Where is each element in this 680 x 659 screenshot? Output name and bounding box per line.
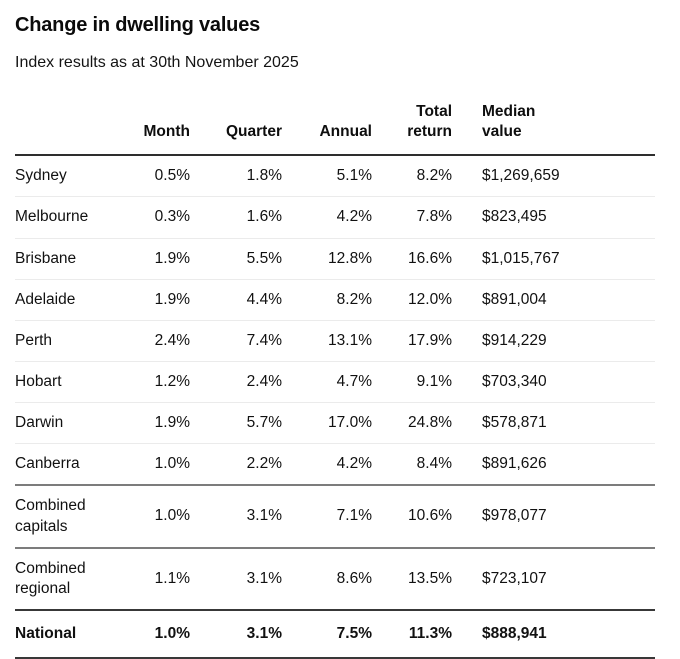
cell-median-value: $723,107 (482, 569, 547, 587)
column-header-label: Annual (319, 123, 372, 141)
cell-quarter: 1.8% (246, 167, 282, 185)
cell-total-return: 8.2% (416, 167, 452, 185)
cell-quarter: 3.1% (246, 569, 282, 587)
dwelling-values-table: Month Quarter Annual Total return Median val… (15, 102, 655, 659)
page-title: Change in dwelling values (15, 14, 261, 36)
column-header-label: Month (143, 123, 190, 141)
table-row-adelaide: Adelaide 1.9% 4.4% 8.2% 12.0% $891,004 (15, 279, 655, 321)
dwelling-values-page: Change in dwelling values Index results … (15, 14, 655, 659)
column-header-region (15, 102, 125, 155)
cell-quarter: 3.1% (246, 507, 282, 525)
table-row-national: National 1.0% 3.1% 7.5% 11.3% $888,941 (15, 610, 655, 659)
cell-total-return: 9.1% (416, 372, 452, 390)
cell-month: 1.9% (154, 249, 190, 267)
column-header-label: Quarter (226, 123, 282, 141)
table-row-sydney: Sydney 0.5% 1.8% 5.1% 8.2% $1,269,659 (15, 155, 655, 197)
cell-annual: 4.7% (336, 372, 372, 390)
cell-month: 1.1% (154, 569, 190, 587)
cell-annual: 8.2% (336, 290, 372, 308)
table-row-darwin: Darwin 1.9% 5.7% 17.0% 24.8% $578,871 (15, 403, 655, 444)
cell-month: 2.4% (154, 331, 190, 349)
cell-quarter: 5.5% (246, 249, 282, 267)
cell-region: Adelaide (15, 290, 76, 308)
cell-annual: 5.1% (336, 167, 372, 185)
table-row-combined-regional: Combined regional 1.1% 3.1% 8.6% 13.5% $723,1… (15, 548, 655, 610)
table-body: Sydney 0.5% 1.8% 5.1% 8.2% $1,269,659 Melbourn… (15, 155, 655, 659)
cell-median-value: $1,015,767 (482, 249, 560, 267)
cell-region: Darwin (15, 414, 64, 432)
cell-region: Brisbane (15, 249, 77, 267)
cell-month: 1.0% (154, 455, 190, 473)
cell-month: 1.0% (154, 624, 190, 642)
cell-total-return: 10.6% (408, 507, 452, 525)
cell-total-return: 8.4% (416, 455, 452, 473)
cell-month: 0.3% (154, 208, 190, 226)
column-header-month: Month (125, 102, 190, 155)
column-header-label: Median value (482, 103, 536, 141)
cell-annual: 7.1% (336, 507, 372, 525)
cell-region: Combined capitals (15, 497, 86, 535)
cell-median-value: $891,626 (482, 455, 547, 473)
table-header: Month Quarter Annual Total return Median val… (15, 102, 655, 156)
cell-total-return: 16.6% (408, 249, 452, 267)
column-header-total-return: Total return (372, 102, 452, 155)
cell-median-value: $978,077 (482, 507, 547, 525)
column-header-median-value: Median value (452, 102, 655, 155)
column-header-label: Total return (407, 103, 453, 141)
table-header-row: Month Quarter Annual Total return Median val… (15, 102, 655, 156)
table-row-combined-capitals: Combined capitals 1.0% 3.1% 7.1% 10.6% $978,0… (15, 485, 655, 548)
table-row-melbourne: Melbourne 0.3% 1.6% 4.2% 7.8% $823,495 (15, 197, 655, 239)
cell-region: Sydney (15, 167, 67, 185)
cell-quarter: 1.6% (246, 208, 282, 226)
cell-quarter: 7.4% (246, 331, 282, 349)
cell-month: 0.5% (154, 167, 190, 185)
cell-quarter: 5.7% (246, 414, 282, 432)
cell-total-return: 11.3% (408, 624, 452, 642)
cell-month: 1.9% (154, 414, 190, 432)
cell-total-return: 24.8% (408, 414, 452, 432)
table-row-perth: Perth 2.4% 7.4% 13.1% 17.9% $914,229 (15, 320, 655, 362)
cell-total-return: 17.9% (408, 331, 452, 349)
cell-annual: 17.0% (328, 414, 372, 432)
cell-annual: 8.6% (336, 569, 372, 587)
cell-region: Canberra (15, 455, 80, 473)
cell-quarter: 4.4% (246, 290, 282, 308)
cell-total-return: 7.8% (416, 208, 452, 226)
table-row-hobart: Hobart 1.2% 2.4% 4.7% 9.1% $703,340 (15, 361, 655, 403)
cell-region: Combined regional (15, 559, 86, 597)
cell-annual: 13.1% (328, 331, 372, 349)
cell-annual: 4.2% (336, 455, 372, 473)
cell-annual: 7.5% (336, 624, 372, 642)
table-row-canberra: Canberra 1.0% 2.2% 4.2% 8.4% $891,626 (15, 444, 655, 486)
cell-quarter: 2.2% (246, 455, 282, 473)
cell-region: Melbourne (15, 208, 89, 226)
cell-quarter: 2.4% (246, 372, 282, 390)
cell-median-value: $891,004 (482, 290, 547, 308)
cell-month: 1.0% (154, 507, 190, 525)
cell-quarter: 3.1% (246, 624, 282, 642)
cell-total-return: 12.0% (408, 290, 452, 308)
cell-median-value: $914,229 (482, 331, 547, 349)
cell-median-value: $823,495 (482, 208, 547, 226)
cell-annual: 12.8% (328, 249, 372, 267)
cell-total-return: 13.5% (408, 569, 452, 587)
cell-region: Perth (15, 331, 53, 349)
cell-median-value: $888,941 (482, 624, 547, 642)
cell-median-value: $578,871 (482, 414, 547, 432)
cell-region: Hobart (15, 372, 62, 390)
cell-annual: 4.2% (336, 208, 372, 226)
cell-region: National (15, 624, 77, 642)
cell-month: 1.2% (154, 372, 190, 390)
cell-median-value: $1,269,659 (482, 167, 560, 185)
cell-median-value: $703,340 (482, 372, 547, 390)
column-header-annual: Annual (282, 102, 372, 155)
page-subtitle: Index results as at 30th November 2025 (15, 54, 299, 71)
table-row-brisbane: Brisbane 1.9% 5.5% 12.8% 16.6% $1,015,767 (15, 238, 655, 280)
cell-month: 1.9% (154, 290, 190, 308)
column-header-quarter: Quarter (190, 102, 282, 155)
